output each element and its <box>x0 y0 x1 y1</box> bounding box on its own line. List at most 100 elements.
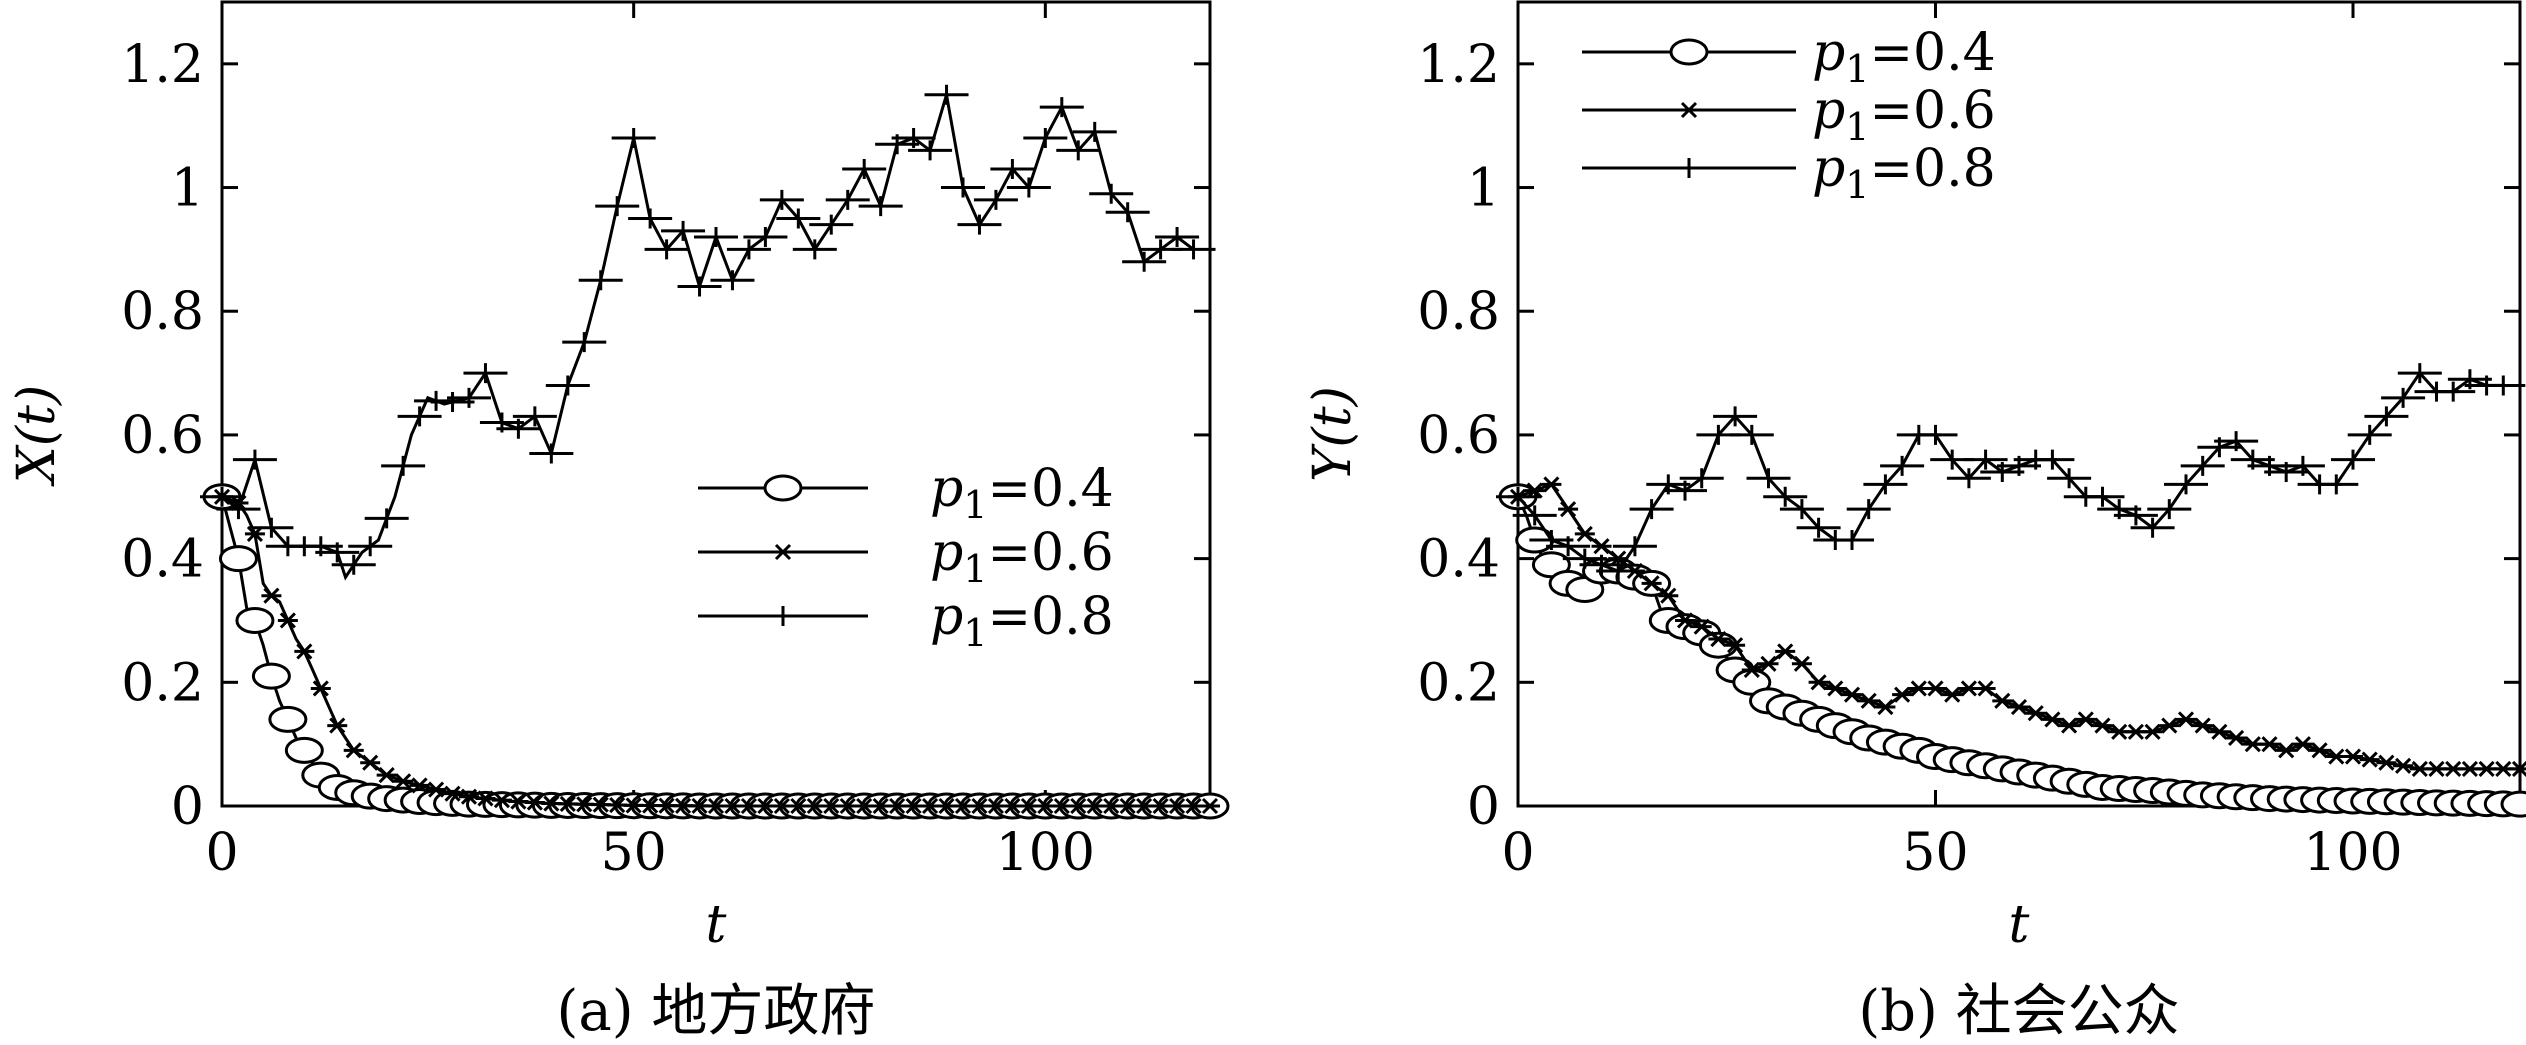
data-point <box>2042 711 2063 728</box>
x-tick-label: 100 <box>996 823 1095 883</box>
data-point <box>2359 751 2380 768</box>
data-point <box>2459 760 2480 777</box>
data-point <box>1825 680 1846 697</box>
plot-frame <box>1516 0 2522 808</box>
data-point <box>2226 729 2247 747</box>
data-point <box>2347 424 2392 445</box>
data-point <box>1679 468 1724 489</box>
data-point <box>1512 505 1557 526</box>
data-point <box>442 785 463 802</box>
data-point <box>1863 474 1908 495</box>
data-point <box>1858 692 1879 709</box>
data-point <box>710 270 755 291</box>
data-point <box>644 239 689 260</box>
data-point <box>1023 128 1068 149</box>
data-point <box>2142 723 2163 740</box>
series-star <box>212 488 1220 815</box>
data-point <box>1171 239 1216 260</box>
series-plus <box>1496 363 2526 581</box>
data-point <box>2314 474 2359 495</box>
data-point <box>776 208 821 229</box>
data-point <box>2047 468 2092 489</box>
data-point <box>924 84 969 105</box>
data-point <box>1122 251 1167 272</box>
data-point <box>595 196 640 217</box>
data-point <box>1796 517 1841 538</box>
data-point <box>2376 754 2397 771</box>
data-point <box>235 606 275 634</box>
data-point <box>2409 760 2430 777</box>
data-point <box>545 375 590 396</box>
data-point <box>409 777 430 794</box>
legend-marker <box>773 543 793 561</box>
data-point <box>430 391 475 412</box>
figure-caption: (b) 社会公众 <box>1858 979 2179 1044</box>
data-point <box>2113 505 2158 526</box>
data-point <box>2481 375 2526 396</box>
data-point <box>1892 686 1913 703</box>
data-point <box>1725 637 1746 654</box>
data-point <box>1675 612 1695 629</box>
data-point <box>376 767 397 784</box>
data-point <box>726 239 771 260</box>
data-point <box>244 525 265 542</box>
y-tick-label: 0.6 <box>121 406 204 466</box>
data-point <box>364 508 409 529</box>
legend-marker <box>1679 101 1699 119</box>
series-line <box>221 94 1195 581</box>
y-tick-label: 1.2 <box>121 35 204 95</box>
data-point <box>1958 680 1979 697</box>
data-point <box>397 406 442 427</box>
data-point <box>2192 717 2213 734</box>
data-point <box>1729 424 1774 445</box>
data-point <box>1880 455 1925 476</box>
y-tick-label: 0.4 <box>121 530 204 590</box>
data-point <box>529 443 574 464</box>
data-point <box>1558 501 1579 518</box>
y-tick-label: 0 <box>171 777 204 837</box>
data-point <box>1992 692 2013 709</box>
data-point <box>2500 790 2526 818</box>
data-point <box>2393 757 2414 774</box>
data-point <box>1541 476 1562 493</box>
data-point <box>459 788 479 805</box>
data-point <box>251 662 291 690</box>
data-point <box>1808 674 1829 691</box>
data-point <box>1663 480 1707 501</box>
x-tick-label: 50 <box>1902 823 1968 883</box>
data-point <box>2426 760 2447 777</box>
data-point <box>2476 760 2497 777</box>
data-point <box>2075 711 2096 728</box>
legend-marker <box>761 606 805 626</box>
data-point <box>908 140 953 161</box>
data-point <box>315 542 360 563</box>
data-point <box>1641 575 1662 592</box>
data-point <box>2443 760 2464 777</box>
data-point <box>1574 525 1595 542</box>
data-point <box>990 158 1035 179</box>
legend-marker <box>763 474 803 502</box>
data-point <box>973 189 1018 210</box>
data-point <box>2159 717 2180 734</box>
y-axis-label: X(t) <box>7 385 67 488</box>
y-tick-label: 1.2 <box>1417 35 1500 95</box>
legend-label: p1=0.8 <box>930 587 1114 655</box>
data-point <box>268 705 308 733</box>
data-point <box>1496 486 1540 507</box>
y-tick-label: 0.2 <box>121 653 204 713</box>
data-point <box>1072 121 1117 142</box>
data-point <box>1842 686 1862 703</box>
data-point <box>1830 530 1874 551</box>
data-point <box>1913 424 1958 445</box>
data-point <box>496 418 541 439</box>
data-point <box>2431 381 2476 402</box>
data-point <box>2059 717 2080 734</box>
data-point <box>677 276 722 297</box>
data-point <box>694 227 738 248</box>
y-tick-label: 0.8 <box>121 282 204 342</box>
legend-label: p1=0.6 <box>1812 81 1996 149</box>
data-point <box>1946 468 1991 489</box>
data-point <box>891 128 936 149</box>
data-point <box>327 717 348 734</box>
data-point <box>360 754 381 771</box>
